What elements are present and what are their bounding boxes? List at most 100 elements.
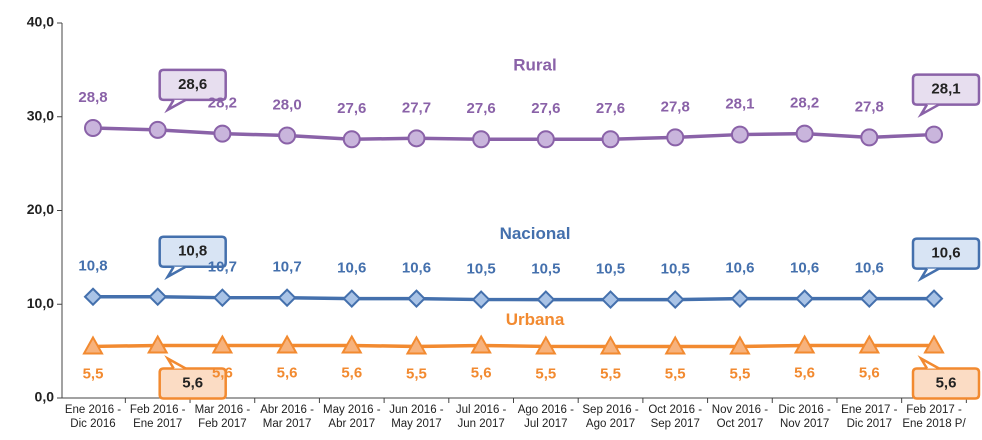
y-tick-label: 20,0 xyxy=(27,201,54,217)
marker xyxy=(730,289,750,309)
data-label: 27,6 xyxy=(531,100,560,117)
data-label: 10,7 xyxy=(272,259,301,276)
x-tick-label: Feb 2017 - Ene 2018 P/ xyxy=(902,404,966,430)
data-label: 10,8 xyxy=(178,243,207,260)
x-tick-label: Dic 2016 - Nov 2017 xyxy=(778,404,831,430)
x-tick-label: Sep 2016 - Ago 2017 xyxy=(582,404,639,430)
data-label: 28,2 xyxy=(790,95,819,112)
data-label: 10,6 xyxy=(931,245,960,262)
y-tick-label: 40,0 xyxy=(27,14,54,30)
marker xyxy=(277,288,297,308)
marker xyxy=(666,128,685,147)
data-label: 28,6 xyxy=(178,76,207,93)
marker xyxy=(599,335,622,355)
callout-pointer xyxy=(917,103,940,118)
callout-box xyxy=(911,367,981,400)
x-tick-label: Abr 2016 - Mar 2017 xyxy=(260,404,314,430)
marker xyxy=(82,335,104,355)
marker xyxy=(924,289,944,309)
data-label: 5,6 xyxy=(212,364,233,381)
marker xyxy=(859,289,879,309)
callout-pointer xyxy=(164,265,187,281)
marker xyxy=(860,128,879,147)
marker xyxy=(665,290,685,309)
data-label: 5,5 xyxy=(83,365,104,382)
x-tick-label: Jul 2016 - Jun 2017 xyxy=(455,404,507,430)
data-label: 10,6 xyxy=(790,260,819,277)
x-tick-label: Oct 2016 - Sep 2017 xyxy=(648,404,703,430)
marker xyxy=(858,334,881,354)
marker xyxy=(146,334,169,354)
callout-box xyxy=(911,237,981,270)
data-label: 28,2 xyxy=(208,95,237,112)
x-tick-label: Feb 2016 - Ene 2017 xyxy=(129,404,186,430)
data-label: 10,6 xyxy=(337,260,366,277)
data-label: 28,1 xyxy=(725,96,754,113)
data-label: 10,5 xyxy=(661,261,690,278)
marker xyxy=(276,334,298,354)
marker xyxy=(278,126,297,145)
y-tick-label: 0,0 xyxy=(35,389,55,405)
callout-box xyxy=(158,235,227,268)
marker xyxy=(341,334,363,354)
data-label: 10,5 xyxy=(467,261,496,278)
marker xyxy=(211,334,234,354)
series-line xyxy=(92,343,934,349)
y-tick-label: 30,0 xyxy=(27,107,54,123)
marker xyxy=(535,335,557,355)
callout-pointer xyxy=(917,267,940,282)
data-label: 5,5 xyxy=(406,365,427,382)
marker xyxy=(729,335,751,355)
marker xyxy=(601,130,620,149)
series-line xyxy=(92,126,935,142)
data-label: 5,5 xyxy=(535,365,556,382)
marker xyxy=(84,119,102,137)
marker xyxy=(664,335,686,355)
marker xyxy=(342,130,361,149)
data-label: 5,6 xyxy=(341,364,362,381)
data-label: 27,8 xyxy=(661,98,690,115)
data-label: 28,0 xyxy=(272,96,301,113)
marker xyxy=(536,290,556,309)
data-label: 5,6 xyxy=(936,374,957,391)
marker xyxy=(925,125,943,144)
x-tick-label: Nov 2016 - Oct 2017 xyxy=(711,404,769,430)
callout-pointer xyxy=(164,98,187,114)
x-tick-label: May 2016 - Abr 2017 xyxy=(323,404,381,430)
data-label: 5,5 xyxy=(600,365,621,382)
x-tick-label: Ago 2016 - Jul 2017 xyxy=(517,404,574,430)
data-label: 10,6 xyxy=(402,260,431,277)
marker xyxy=(407,289,426,309)
callout-box xyxy=(911,73,981,106)
data-label: 5,6 xyxy=(277,364,298,381)
callout-pointer xyxy=(917,355,940,370)
y-tick-label: 10,0 xyxy=(27,295,54,311)
data-label: 10,6 xyxy=(855,260,884,277)
data-label: 28,8 xyxy=(78,89,107,106)
data-label: 27,8 xyxy=(855,98,884,115)
data-label: 28,1 xyxy=(931,81,960,98)
data-label: 10,5 xyxy=(596,261,625,278)
data-label: 10,8 xyxy=(78,258,107,275)
marker xyxy=(213,124,232,143)
marker xyxy=(601,290,620,309)
marker xyxy=(472,130,491,149)
marker xyxy=(405,335,428,355)
marker xyxy=(795,124,814,143)
series-line xyxy=(93,295,934,302)
data-label: 5,6 xyxy=(859,364,880,381)
x-tick-label: Ene 2017 - Dic 2017 xyxy=(841,404,898,430)
marker xyxy=(212,288,232,308)
marker xyxy=(83,287,103,307)
marker xyxy=(923,334,945,354)
data-label: 10,5 xyxy=(531,261,560,278)
marker xyxy=(471,290,491,309)
series-label: Rural xyxy=(513,55,556,74)
marker xyxy=(470,334,492,354)
data-label: 5,6 xyxy=(794,364,815,381)
data-label: 27,6 xyxy=(596,100,625,117)
x-tick-label: Jun 2016 - May 2017 xyxy=(389,404,444,430)
data-label: 5,5 xyxy=(665,365,686,382)
marker xyxy=(793,334,816,354)
